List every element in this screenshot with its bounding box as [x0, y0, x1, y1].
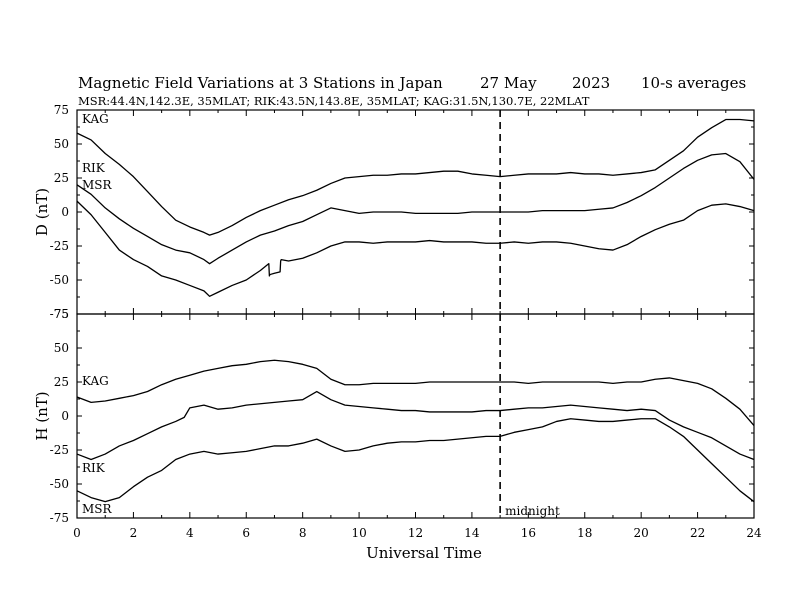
h-series-group	[76, 359, 755, 503]
d-series-msr	[76, 200, 755, 297]
h-ytick-label: -50	[50, 477, 69, 491]
x-tick-label: 12	[408, 526, 423, 540]
d-series-group	[76, 118, 755, 297]
d-series-kag	[76, 118, 755, 236]
d-label-msr: MSR	[82, 178, 113, 192]
h-ytick-label: 0	[61, 409, 69, 423]
station-coordinates: MSR:44.4N,142.3E, 35MLAT; RIK:43.5N,143.…	[78, 94, 590, 108]
d-station-labels: KAG RIK MSR	[82, 112, 113, 192]
h-series-rik	[76, 390, 755, 461]
d-ytick-label: -75	[50, 307, 69, 321]
h-station-labels: KAG RIK MSR	[82, 374, 113, 516]
h-series-kag	[76, 359, 755, 426]
x-tick-label: 24	[746, 526, 762, 540]
chart-date: 27 May	[480, 74, 537, 92]
d-label-kag: KAG	[82, 112, 109, 126]
x-tick-label: 6	[242, 526, 250, 540]
h-ytick-label: -75	[50, 511, 69, 525]
d-ytick-label: 0	[61, 205, 69, 219]
h-x-axis: 0 2 4 6 8 10 12 14 16 18 20 22 24	[73, 314, 762, 540]
h-ytick-label: 25	[54, 375, 69, 389]
d-component-panel: 75 50 25 0 -25 -50 -75 KAG RIK MSR D (nT)	[33, 103, 755, 321]
d-ytick-label: 25	[54, 171, 69, 185]
d-label-rik: RIK	[82, 161, 106, 175]
d-ytick-label: -50	[50, 273, 69, 287]
chart-averaging: 10-s averages	[641, 74, 746, 92]
chart-year: 2023	[572, 74, 610, 92]
d-x-axis-ticks	[76, 110, 755, 314]
x-tick-label: 16	[521, 526, 536, 540]
x-axis-title: Universal Time	[366, 544, 482, 562]
d-y-axis: 75 50 25 0 -25 -50 -75	[50, 103, 754, 321]
x-tick-label: 10	[351, 526, 366, 540]
h-label-msr: MSR	[82, 502, 113, 516]
h-ytick-label: 50	[54, 341, 69, 355]
h-label-kag: KAG	[82, 374, 109, 388]
x-tick-label: 8	[299, 526, 307, 540]
chart-title: Magnetic Field Variations at 3 Stations …	[78, 74, 443, 92]
x-tick-label: 20	[634, 526, 649, 540]
d-ytick-label: -25	[50, 239, 69, 253]
x-tick-label: 18	[577, 526, 592, 540]
x-tick-label: 22	[690, 526, 705, 540]
d-ytick-label: 75	[54, 103, 69, 117]
x-tick-label: 4	[186, 526, 194, 540]
h-y-axis: 75 50 25 0 -25 -50 -75	[50, 307, 754, 525]
d-ytick-label: 50	[54, 137, 69, 151]
x-tick-label: 0	[73, 526, 81, 540]
h-y-axis-title: H (nT)	[33, 391, 51, 440]
x-tick-label: 2	[130, 526, 138, 540]
x-tick-label: 14	[464, 526, 480, 540]
h-series-msr	[76, 418, 755, 503]
h-ytick-label: -25	[50, 443, 69, 457]
d-y-axis-title: D (nT)	[33, 188, 51, 236]
h-ytick-label: 75	[54, 307, 69, 321]
h-panel-frame	[76, 313, 755, 519]
d-panel-frame	[76, 109, 755, 315]
midnight-label: midnight	[505, 504, 560, 518]
d-series-rik	[76, 152, 755, 265]
h-label-rik: RIK	[82, 461, 106, 475]
